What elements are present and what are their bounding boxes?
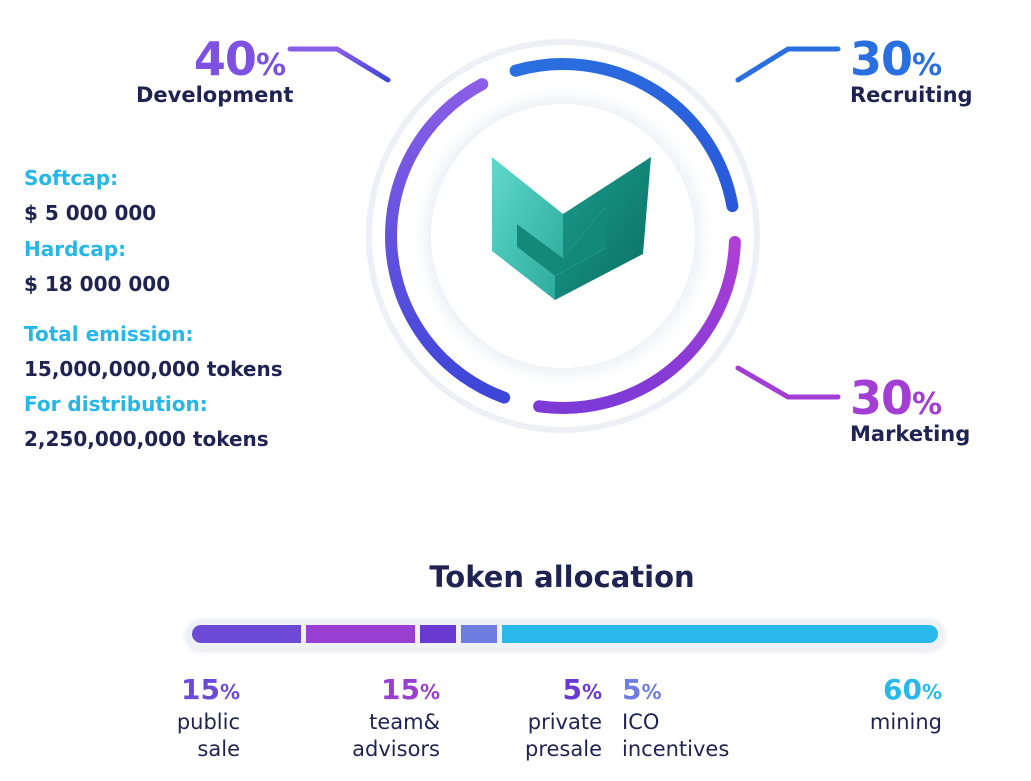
development-arc	[385, 78, 511, 404]
allocation-name-line2: advisors	[352, 737, 440, 761]
allocation-label: 15% team& advisors	[330, 676, 440, 763]
softcap-value: $ 5 000 000	[24, 201, 157, 225]
allocation-name-line2: sale	[197, 737, 240, 761]
allocation-segment	[192, 625, 301, 643]
recruiting-percent: 30%	[850, 32, 943, 86]
connector-development	[287, 46, 391, 83]
allocation-name-line2: incentives	[622, 737, 730, 761]
allocation-name: mining	[840, 709, 942, 736]
allocation-percent: 15%	[330, 676, 440, 704]
connector-marketing	[735, 365, 841, 400]
brand-logo	[492, 157, 651, 300]
emission-value: 15,000,000,000 tokens	[24, 357, 283, 381]
allocation-segment	[419, 625, 457, 643]
allocation-percent-sign: %	[581, 680, 602, 704]
marketing-label: 30% Marketing	[850, 375, 1000, 446]
recruiting-name: Recruiting	[850, 83, 973, 107]
allocation-percent-sign: %	[419, 680, 440, 704]
allocation-segment	[305, 625, 415, 643]
allocation-name-line1: team&	[369, 710, 440, 734]
recruiting-arc	[509, 58, 739, 213]
marketing-arc	[533, 236, 741, 414]
allocation-label: 5% private presale	[505, 676, 602, 763]
allocation-label: 5% ICO incentives	[622, 676, 752, 763]
allocation-percent: 5%	[505, 676, 602, 704]
hardcap-value: $ 18 000 000	[24, 272, 171, 296]
recruiting-label: 30% Recruiting	[850, 36, 1000, 107]
development-name: Development	[136, 83, 294, 107]
allocation-name-line1: public	[176, 710, 240, 734]
emission-label: Total emission:	[24, 322, 194, 346]
allocation-percent-sign: %	[641, 680, 662, 704]
allocation-segment	[502, 625, 938, 643]
allocation-name-line1: private	[527, 710, 602, 734]
allocation-label: 60% mining	[840, 676, 942, 736]
allocation-name-line1: mining	[869, 710, 942, 734]
hardcap-label: Hardcap:	[24, 237, 127, 261]
allocation-percent-value: 5	[622, 673, 642, 706]
allocation-percent: 15%	[150, 676, 240, 704]
allocation-percent: 5%	[622, 676, 752, 704]
allocation-label: 15% public sale	[150, 676, 240, 763]
marketing-percent: 30%	[850, 371, 943, 425]
allocation-percent-value: 5	[562, 673, 582, 706]
allocation-name: public sale	[150, 709, 240, 763]
development-label: 40% Development	[136, 32, 294, 107]
allocation-name-line1: ICO	[622, 710, 660, 734]
connector-recruiting	[735, 46, 841, 83]
development-percent: 40%	[193, 32, 286, 86]
distribution-value: 2,250,000,000 tokens	[24, 427, 269, 451]
marketing-name: Marketing	[850, 422, 971, 446]
allocation-percent-value: 60	[882, 673, 922, 706]
allocation-percent-sign: %	[921, 680, 942, 704]
allocation-title: Token allocation	[429, 560, 695, 594]
allocation-segment	[461, 625, 498, 643]
distribution-label: For distribution:	[24, 392, 208, 416]
allocation-name-line2: presale	[525, 737, 602, 761]
allocation-percent-sign: %	[219, 680, 240, 704]
allocation-name: team& advisors	[330, 709, 440, 763]
allocation-name: ICO incentives	[622, 709, 752, 763]
allocation-percent-value: 15	[380, 673, 420, 706]
allocation-percent: 60%	[840, 676, 942, 704]
softcap-label: Softcap:	[24, 166, 119, 190]
allocation-name: private presale	[505, 709, 602, 763]
allocation-percent-value: 15	[180, 673, 220, 706]
